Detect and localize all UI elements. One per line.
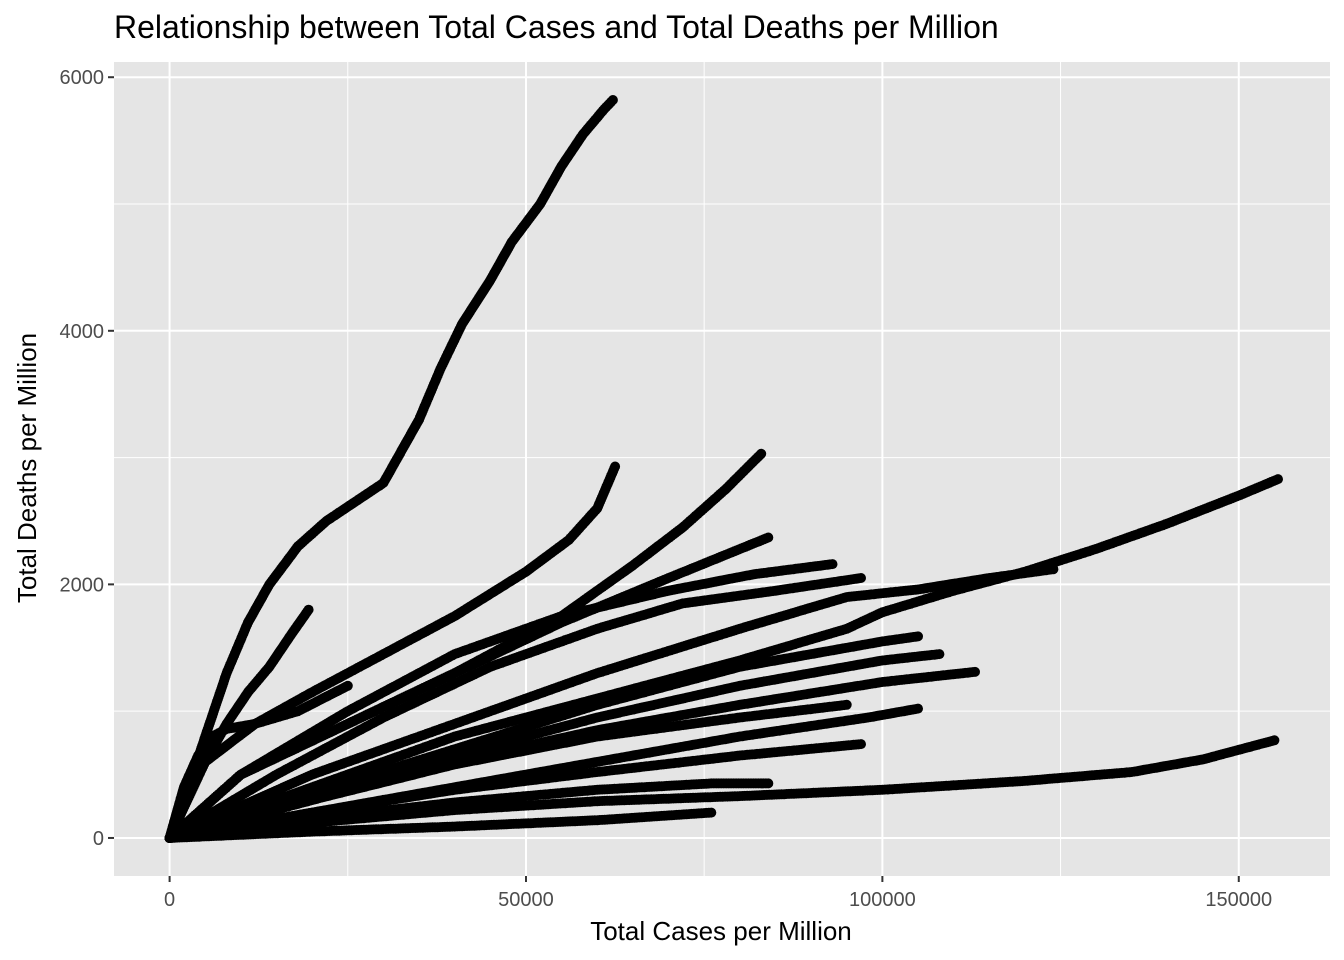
data-points bbox=[164, 95, 1283, 843]
data-point bbox=[934, 649, 945, 660]
data-point bbox=[970, 666, 980, 677]
chart-title: Relationship between Total Cases and Tot… bbox=[114, 9, 999, 45]
data-point bbox=[763, 778, 774, 789]
data-point bbox=[856, 739, 866, 750]
data-point bbox=[827, 559, 838, 570]
data-point bbox=[841, 699, 852, 710]
data-point bbox=[610, 461, 621, 472]
data-point bbox=[1273, 474, 1283, 485]
data-point bbox=[856, 573, 866, 583]
data-point bbox=[913, 631, 923, 642]
data-point bbox=[607, 95, 618, 105]
data-point bbox=[303, 604, 314, 615]
data-point bbox=[763, 532, 774, 543]
data-point bbox=[913, 703, 923, 714]
major-gridlines bbox=[114, 62, 1330, 876]
data-point bbox=[756, 448, 767, 459]
